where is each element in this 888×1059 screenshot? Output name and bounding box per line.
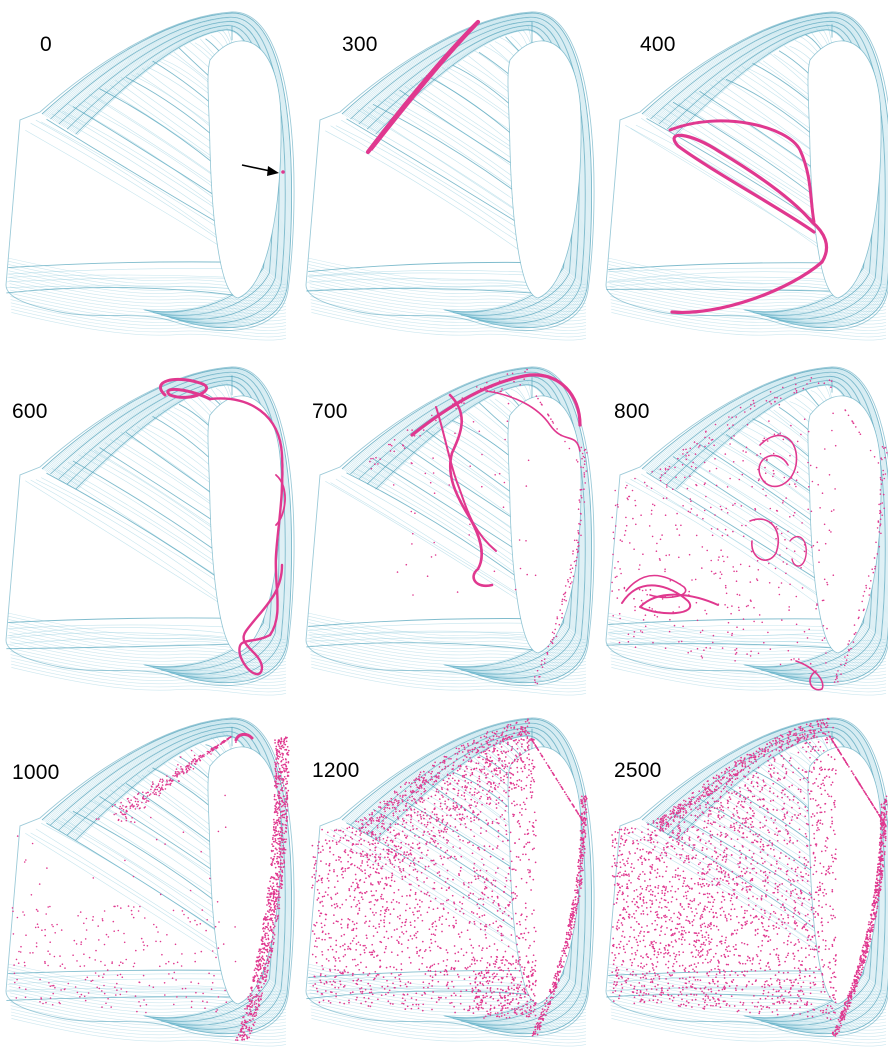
attractor-plot [5, 717, 295, 1047]
trajectory-curve [795, 660, 824, 691]
panel-label: 400 [640, 33, 676, 56]
attractor-outline [305, 366, 595, 687]
panel-label: 800 [614, 400, 650, 423]
attractor-plot [305, 717, 595, 1047]
panel-label: 0 [40, 33, 52, 56]
attractor-hole [807, 395, 882, 654]
trajectory-curve [448, 393, 494, 588]
panel-label: 300 [342, 33, 378, 56]
attractor-plot [605, 366, 888, 696]
attractor-outline [5, 717, 295, 1038]
trajectory-curve [371, 25, 477, 151]
panel-2: 400 [600, 0, 888, 353]
attractor-plot [305, 366, 595, 696]
trajectory-points [311, 730, 537, 1017]
panel-8: 2500 [600, 706, 888, 1059]
panel-label: 1200 [312, 759, 360, 782]
trajectory-curve [208, 397, 284, 676]
trajectory-points [11, 741, 237, 1014]
trajectory-points [350, 727, 533, 908]
attractor-plot [5, 366, 295, 696]
attractor-outline [5, 366, 295, 687]
trajectory-curve [158, 377, 212, 401]
panel-label: 700 [312, 400, 348, 423]
trajectory-points [235, 736, 290, 1041]
trajectory-curve [789, 536, 807, 567]
trajectory-curve [749, 518, 780, 561]
trajectory-points [659, 717, 888, 1037]
panel-1: 300 [300, 0, 596, 353]
attractor-hole [207, 40, 282, 299]
attractor-outline [605, 717, 888, 1038]
trajectory-points [611, 379, 837, 666]
attractor-hole [507, 395, 582, 654]
trajectory-curve [435, 406, 497, 552]
trajectory-points [469, 955, 537, 1019]
attractor-plot [305, 11, 595, 341]
trajectory-points [360, 718, 588, 1037]
trajectory-points [111, 736, 232, 823]
attractor-hole [207, 746, 282, 1005]
panel-7: 1200 [300, 706, 596, 1059]
attractor-outline [305, 717, 595, 1038]
panel-4: 700 [300, 355, 596, 708]
panel-0: 0 [0, 0, 296, 353]
panel-label: 2500 [614, 759, 662, 782]
trajectory-curve [670, 133, 828, 315]
attractor-outline [605, 11, 888, 332]
trajectory-points [369, 368, 588, 685]
panel-label: 1000 [12, 761, 60, 784]
trajectory-curve [621, 584, 719, 615]
attractor-plot [605, 717, 888, 1047]
attractor-plot [605, 11, 888, 341]
panel-label: 600 [12, 400, 48, 423]
panel-5: 800 [600, 355, 888, 708]
attractor-hole [207, 395, 282, 654]
attractor-outline [5, 11, 295, 332]
trajectory-curve [365, 19, 481, 155]
trajectory-curve [485, 390, 581, 452]
attractor-outline [305, 11, 595, 332]
trajectory-curve [625, 574, 687, 599]
panel-3: 600 [0, 355, 296, 708]
attractor-outline [605, 366, 888, 687]
arrow-head-icon [267, 166, 279, 176]
trajectory-curve [410, 373, 582, 437]
trajectory-points [659, 377, 888, 683]
seed-point [281, 170, 285, 174]
attractor-hole [507, 40, 582, 299]
trajectory-points [611, 726, 837, 1021]
trajectory-curve [234, 732, 254, 742]
trajectory-points [389, 395, 537, 596]
attractor-plot [5, 11, 295, 341]
trajectory-curve [275, 474, 286, 526]
trajectory-curve [668, 119, 816, 224]
panel-6: 1000 [0, 706, 296, 1059]
trajectory-curve [758, 434, 798, 488]
attractor-hole [807, 40, 882, 299]
